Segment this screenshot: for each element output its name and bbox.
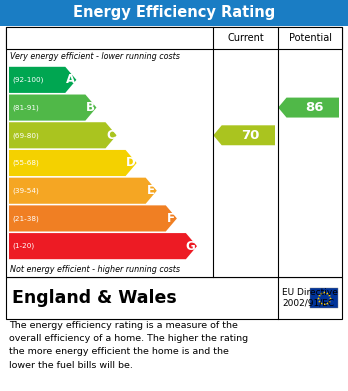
- Text: (81-91): (81-91): [12, 104, 39, 111]
- Text: The energy efficiency rating is a measure of the
overall efficiency of a home. T: The energy efficiency rating is a measur…: [9, 321, 248, 369]
- Text: Not energy efficient - higher running costs: Not energy efficient - higher running co…: [10, 265, 180, 274]
- Text: B: B: [86, 101, 95, 114]
- Bar: [310, 288, 338, 308]
- Text: Very energy efficient - lower running costs: Very energy efficient - lower running co…: [10, 52, 180, 61]
- Text: D: D: [125, 156, 135, 170]
- Text: Energy Efficiency Rating: Energy Efficiency Rating: [73, 5, 275, 20]
- Text: E: E: [147, 184, 155, 197]
- Text: (55-68): (55-68): [12, 160, 39, 166]
- Text: (69-80): (69-80): [12, 132, 39, 138]
- Text: (21-38): (21-38): [12, 215, 39, 222]
- Polygon shape: [9, 122, 117, 148]
- Text: F: F: [167, 212, 175, 225]
- Polygon shape: [9, 205, 177, 231]
- Text: (39-54): (39-54): [12, 187, 39, 194]
- Bar: [6, 27, 342, 49]
- Bar: [0, 0, 348, 26]
- Polygon shape: [9, 150, 137, 176]
- Text: G: G: [186, 240, 196, 253]
- Polygon shape: [278, 98, 339, 118]
- Text: C: C: [106, 129, 115, 142]
- Polygon shape: [9, 95, 96, 121]
- Text: Potential: Potential: [288, 33, 332, 43]
- Text: A: A: [66, 74, 75, 86]
- Polygon shape: [213, 125, 275, 145]
- Bar: [6, 277, 342, 319]
- Text: Current: Current: [227, 33, 264, 43]
- Text: 86: 86: [306, 101, 324, 114]
- Text: EU Directive
2002/91/EC: EU Directive 2002/91/EC: [282, 288, 338, 308]
- Text: (1-20): (1-20): [12, 243, 34, 249]
- Text: 70: 70: [241, 129, 260, 142]
- Text: (92-100): (92-100): [12, 77, 44, 83]
- Polygon shape: [9, 67, 76, 93]
- Text: England & Wales: England & Wales: [12, 289, 177, 307]
- Bar: [6, 27, 342, 277]
- Polygon shape: [9, 233, 197, 259]
- Polygon shape: [9, 178, 157, 204]
